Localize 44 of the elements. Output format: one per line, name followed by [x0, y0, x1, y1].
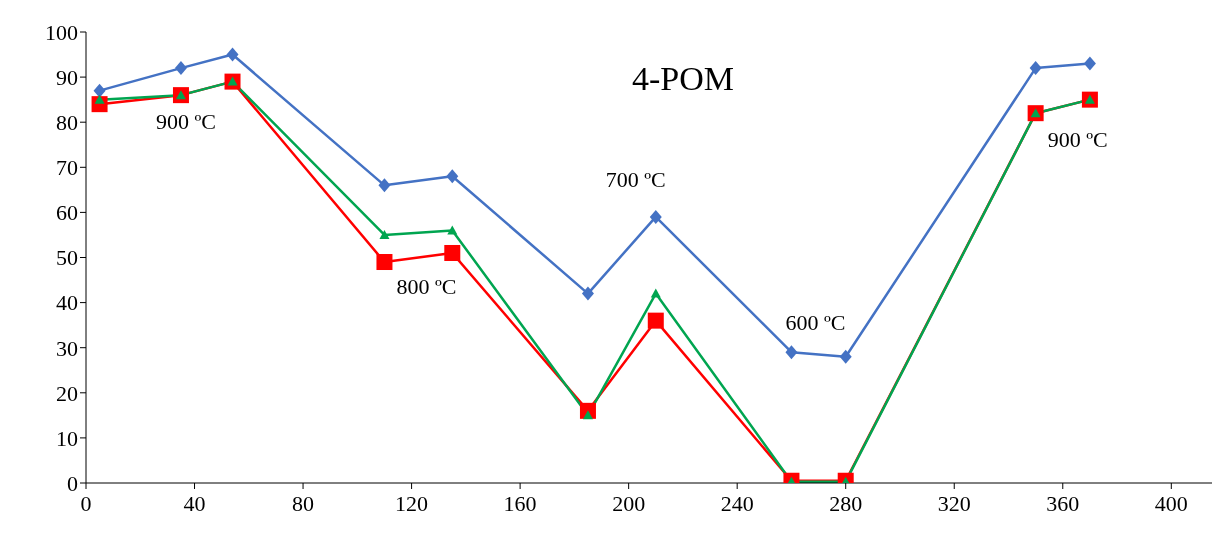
point: [1029, 61, 1042, 76]
point: [649, 209, 662, 224]
x-tick-label: 40: [183, 490, 206, 516]
y-tick-label: 10: [56, 425, 78, 451]
point: [378, 178, 391, 193]
point: [650, 288, 661, 298]
x-tick-label: 280: [829, 490, 863, 516]
y-tick-label: 40: [56, 290, 78, 316]
point: [376, 254, 393, 271]
x-tick-label: 200: [612, 490, 646, 516]
annotation: 900 ºC: [155, 108, 216, 134]
y-tick-label: 20: [56, 380, 78, 406]
point: [785, 345, 798, 360]
point: [581, 286, 594, 301]
y-tick-label: 80: [56, 110, 78, 136]
y-tick-label: 30: [56, 335, 78, 361]
x-tick-label: 120: [395, 490, 429, 516]
annotation: 800 ºC: [396, 273, 457, 299]
point: [226, 47, 239, 62]
annotation: 700 ºC: [605, 166, 666, 192]
x-tick-label: 360: [1046, 490, 1080, 516]
y-tick-label: 100: [45, 19, 78, 45]
point: [446, 169, 459, 184]
text: 4-POM: [631, 60, 735, 98]
point: [444, 244, 461, 261]
point: [174, 61, 187, 76]
point: [839, 349, 852, 364]
y-tick-label: 0: [67, 470, 78, 496]
annotation: 900 ºC: [1047, 126, 1108, 152]
y-tick-label: 90: [56, 64, 78, 90]
point: [379, 229, 390, 239]
y-tick-label: 70: [56, 155, 78, 181]
annotation: 600 ºC: [785, 310, 846, 336]
point: [93, 83, 106, 98]
x-tick-label: 400: [1154, 490, 1188, 516]
x-tick-label: 160: [503, 490, 537, 516]
x-tick-label: 80: [292, 490, 315, 516]
y-tick-label: 60: [56, 200, 78, 226]
point: [447, 225, 458, 235]
y-tick-label: 50: [56, 245, 78, 271]
point: [1083, 56, 1096, 71]
x-tick-label: 320: [937, 490, 971, 516]
x-tick-label: 240: [720, 490, 754, 516]
point: [647, 312, 664, 329]
